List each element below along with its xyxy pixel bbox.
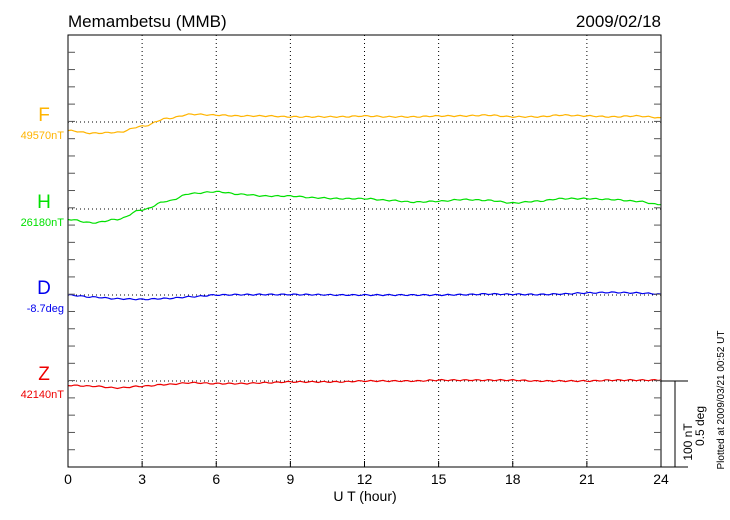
plotted-at-footer: Plotted at 2009/03/21 00:52 UT	[716, 331, 727, 470]
baseline-label-F: 49570nT	[21, 130, 65, 142]
x-axis-label: U T (hour)	[333, 488, 396, 504]
x-tick-label: 6	[212, 471, 220, 487]
series-group: F 49570nT H 26180nT D -8.7deg Z 42140nT	[21, 105, 662, 401]
grid	[68, 35, 661, 467]
x-tick-label: 15	[431, 471, 447, 487]
series-line-D	[67, 291, 662, 301]
baseline-label-D: -8.7deg	[27, 303, 64, 315]
baseline-label-H: 26180nT	[21, 217, 65, 229]
x-tick-label: 21	[579, 471, 595, 487]
chart-date: 2009/02/18	[576, 12, 661, 31]
x-tick-label: 12	[357, 471, 373, 487]
scale-deg: 0.5 deg	[693, 406, 707, 446]
x-tick-label: 18	[505, 471, 521, 487]
series-name-H: H	[37, 192, 51, 213]
x-tick-label: 9	[286, 471, 294, 487]
series-name-Z: Z	[38, 364, 50, 385]
series-name-F: F	[38, 105, 50, 126]
ticks: 0 3 6 9 12 15 18 21 24	[64, 51, 669, 487]
scale-nT: 100 nT	[681, 423, 695, 461]
x-tick-label: 0	[64, 471, 72, 487]
series-line-Z	[67, 378, 662, 390]
series-line-H	[67, 190, 661, 224]
chart-title: Memambetsu (MMB)	[68, 12, 227, 31]
series-line-F	[67, 113, 662, 135]
x-tick-label: 3	[138, 471, 146, 487]
x-tick-label: 24	[653, 471, 669, 487]
series-name-D: D	[37, 278, 51, 299]
baseline-label-Z: 42140nT	[21, 389, 65, 401]
